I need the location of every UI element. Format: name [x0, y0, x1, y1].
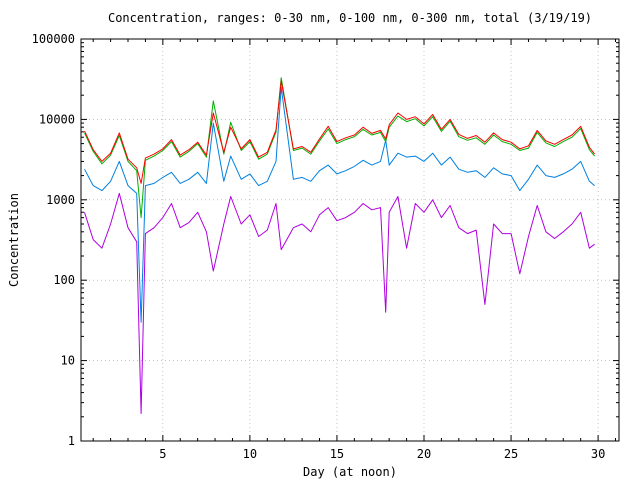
y-tick-label: 10 [61, 354, 75, 368]
x-tick-label: 20 [417, 447, 431, 461]
chart-title: Concentration, ranges: 0-30 nm, 0-100 nm… [108, 11, 592, 25]
x-tick-label: 10 [243, 447, 257, 461]
x-tick-label: 25 [504, 447, 518, 461]
series-layer [84, 77, 595, 414]
y-tick-label: 100 [53, 273, 75, 287]
x-tick-label: 5 [159, 447, 166, 461]
series-line [84, 192, 595, 414]
x-tick-labels: 5 10 15 20 25 30 [159, 447, 605, 461]
x-tick-label: 30 [591, 447, 605, 461]
x-axis-label: Day (at noon) [303, 465, 397, 479]
axis-ticks [81, 38, 619, 442]
grid [81, 39, 619, 441]
y-axis-label: Concentration [7, 193, 21, 287]
plot-frame [80, 38, 620, 442]
y-tick-label: 100000 [32, 32, 75, 46]
y-tick-labels: 1 10 100 1000 10000 100000 [32, 32, 75, 448]
y-tick-label: 1000 [46, 193, 75, 207]
y-tick-label: 10000 [39, 112, 75, 126]
series-line [84, 80, 595, 184]
x-tick-label: 15 [330, 447, 344, 461]
series-line [84, 77, 595, 219]
series-line [84, 86, 595, 323]
y-tick-label: 1 [68, 434, 75, 448]
